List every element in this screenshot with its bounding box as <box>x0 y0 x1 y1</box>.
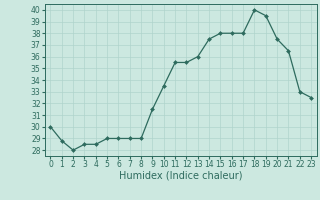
X-axis label: Humidex (Indice chaleur): Humidex (Indice chaleur) <box>119 171 243 181</box>
